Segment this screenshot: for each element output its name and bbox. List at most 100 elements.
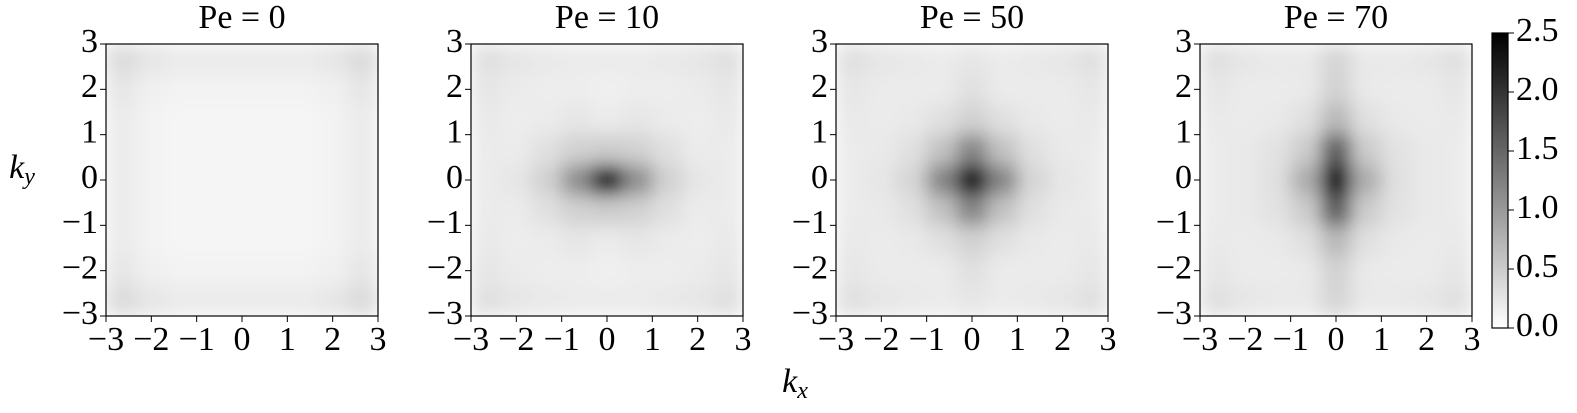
cell — [226, 44, 258, 75]
x-tick-label: 1 — [1009, 321, 1026, 358]
cell — [1320, 255, 1352, 287]
cell — [956, 164, 988, 196]
cell — [896, 255, 928, 287]
y-tick-label: 0 — [446, 159, 463, 196]
cell — [866, 74, 897, 105]
cell — [622, 134, 653, 166]
cells — [836, 44, 1108, 316]
cell — [166, 285, 198, 316]
cell — [1351, 164, 1382, 196]
cell — [257, 44, 288, 75]
cell — [347, 195, 378, 226]
cell — [1320, 134, 1352, 166]
cell — [226, 164, 258, 196]
cell — [1077, 74, 1108, 105]
cell — [226, 255, 258, 287]
y-tick-label: 0 — [1175, 159, 1192, 196]
cell — [287, 195, 319, 226]
cell — [622, 225, 653, 257]
cell — [866, 44, 897, 75]
cell — [1077, 164, 1108, 196]
cell — [1290, 44, 1322, 75]
cell — [1320, 225, 1352, 257]
cell — [652, 164, 684, 196]
x-tick-label: −1 — [179, 321, 215, 358]
cell — [1230, 195, 1261, 226]
cell — [317, 104, 349, 136]
cell — [591, 44, 623, 75]
cell — [836, 195, 867, 226]
cell — [196, 134, 228, 166]
cell — [347, 134, 378, 166]
cell — [896, 104, 928, 136]
cell — [561, 134, 593, 166]
cell — [347, 285, 378, 316]
cell — [1411, 104, 1443, 136]
cell — [866, 285, 897, 316]
cell — [561, 255, 593, 287]
cell — [956, 134, 988, 166]
cell — [836, 134, 867, 166]
cell — [136, 134, 167, 166]
cell — [1320, 44, 1352, 75]
cell — [1351, 285, 1382, 316]
cell — [1230, 44, 1261, 75]
cell — [317, 44, 349, 75]
y-tick-label: −2 — [62, 249, 98, 286]
x-tick-label: 3 — [735, 321, 752, 358]
cell — [682, 74, 714, 105]
cell — [987, 104, 1018, 136]
cell — [166, 44, 198, 75]
cell — [347, 164, 378, 196]
cell — [1411, 285, 1443, 316]
cell — [1320, 195, 1352, 226]
cell — [1260, 134, 1292, 166]
cell — [166, 104, 198, 136]
y-tick-label: −3 — [792, 295, 828, 332]
cell — [622, 104, 653, 136]
cell — [926, 285, 958, 316]
cell — [501, 195, 532, 226]
cell — [196, 285, 228, 316]
cell — [317, 74, 349, 105]
cell — [622, 74, 653, 105]
cell — [471, 225, 502, 257]
cell — [591, 134, 623, 166]
cell — [591, 255, 623, 287]
cell — [1200, 44, 1231, 75]
cell — [287, 74, 319, 105]
cell — [1200, 225, 1231, 257]
cell — [1200, 164, 1231, 196]
cell — [196, 225, 228, 257]
cell — [1411, 74, 1443, 105]
cell — [471, 104, 502, 136]
cell — [1290, 285, 1322, 316]
x-tick-label: 3 — [1100, 321, 1117, 358]
cell — [836, 104, 867, 136]
cell — [561, 44, 593, 75]
heatmap — [836, 44, 1108, 316]
cell — [347, 44, 378, 75]
cell — [1017, 44, 1049, 75]
cell — [106, 285, 137, 316]
cell — [836, 44, 867, 75]
cell — [652, 285, 684, 316]
cell — [1411, 225, 1443, 257]
y-tick-label: −1 — [62, 204, 98, 241]
cell — [1320, 74, 1352, 105]
cell — [622, 44, 653, 75]
cell — [896, 285, 928, 316]
y-tick-label: 2 — [1175, 68, 1192, 105]
x-tick-label: −3 — [1182, 321, 1218, 358]
x-tick-label: 1 — [1373, 321, 1390, 358]
cell — [926, 225, 958, 257]
cell — [926, 104, 958, 136]
cell — [987, 74, 1018, 105]
cell — [926, 195, 958, 226]
cell — [1047, 225, 1079, 257]
x-tick-label: −2 — [498, 321, 534, 358]
cell — [1441, 44, 1472, 75]
cell — [987, 255, 1018, 287]
cell — [836, 255, 867, 287]
cell — [896, 225, 928, 257]
